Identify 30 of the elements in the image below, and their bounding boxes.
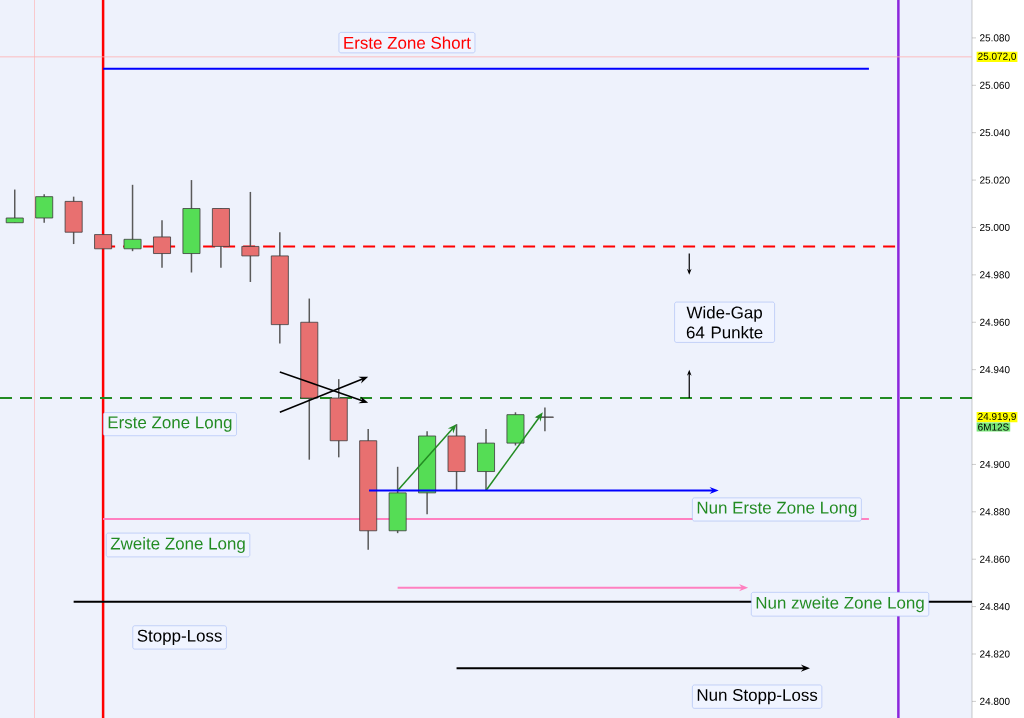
y-tick-label: 24.960	[980, 318, 1010, 326]
y-tick-label: 24.980	[980, 271, 1010, 279]
annotation: Wide-Gap 64 Punkte	[686, 306, 763, 339]
text: 6M12S	[978, 423, 1009, 431]
y-tick-label: 25.040	[980, 129, 1010, 137]
annotation: Nun zweite Zone Long	[756, 596, 924, 613]
y-tick-label: 24.860	[980, 555, 1010, 563]
annotation: Nun Erste Zone Long	[697, 501, 857, 518]
y-tick-label: 24.880	[980, 508, 1010, 516]
ref-line-label: 25.072,0	[978, 52, 1017, 61]
candlestick	[153, 219, 171, 269]
ref-line-label: Erste Zone Long	[108, 416, 232, 432]
y-tick-label: 24.820	[980, 650, 1010, 658]
candlestick	[35, 193, 54, 224]
text: 24.919,9	[978, 412, 1016, 422]
candlestick	[5, 188, 24, 224]
ref-line-label: Zweite Zone Long	[110, 537, 245, 553]
y-tick-label: 24.900	[980, 460, 1010, 468]
y-tick-label: 25.060	[980, 81, 1010, 89]
y-tick-label: 24.940	[980, 366, 1010, 374]
y-tick-label: 25.020	[980, 176, 1010, 184]
y-tick-label: 25.080	[980, 34, 1010, 42]
candlestick	[241, 191, 260, 283]
ref-line-label: Stopp-Loss	[137, 629, 222, 646]
candlestick	[123, 184, 142, 252]
y-tick-label: 24.840	[980, 603, 1010, 611]
ref-line-label: Erste Zone Short	[344, 36, 471, 49]
annotation: Nun Stopp-Loss	[697, 688, 818, 705]
y-tick-label: 25.000	[980, 223, 1010, 231]
y-tick-label: 24.800	[980, 697, 1010, 705]
